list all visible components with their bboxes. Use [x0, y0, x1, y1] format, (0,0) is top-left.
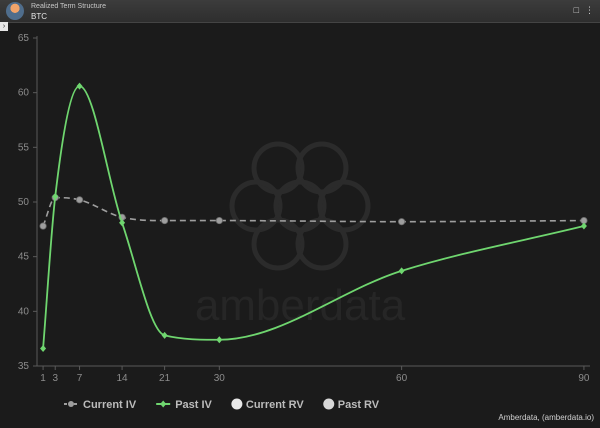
x-tick-label: 90 — [578, 373, 590, 384]
y-tick-label: 50 — [18, 197, 30, 208]
y-tick-label: 35 — [18, 361, 30, 372]
x-tick-label: 30 — [214, 373, 226, 384]
past-iv-point — [119, 219, 126, 227]
y-tick-label: 45 — [18, 252, 30, 263]
past-rv-legend-symbol — [323, 398, 335, 410]
x-tick-label: 7 — [77, 373, 83, 384]
past-iv-legend-label: Past IV — [175, 399, 212, 411]
past-iv-point — [161, 331, 168, 339]
current-iv-point — [75, 196, 84, 204]
chart-title: BTC — [31, 12, 47, 21]
bookmark-icon[interactable]: □ — [573, 5, 579, 15]
past-iv-point — [216, 336, 223, 344]
credit-text: Amberdata, (amberdata.io) — [498, 413, 594, 422]
menu-icon[interactable]: ⋮ — [585, 5, 594, 15]
current-iv-point — [161, 216, 169, 225]
past-rv-legend-label: Past RV — [338, 399, 380, 411]
chart-subtitle: Realized Term Structure — [31, 3, 106, 10]
y-tick-label: 60 — [18, 88, 30, 99]
watermark-text: amberdata — [195, 281, 406, 330]
chevron-right-icon[interactable]: › — [0, 22, 8, 31]
current-iv-point — [215, 216, 223, 225]
current-rv-legend-symbol — [231, 398, 243, 410]
past-iv-point — [40, 345, 47, 353]
current-iv-point — [398, 218, 406, 226]
x-tick-label: 21 — [159, 373, 171, 384]
x-tick-label: 14 — [117, 373, 129, 384]
current-iv-legend-symbol — [68, 401, 74, 407]
past-iv-legend-symbol — [160, 400, 167, 408]
y-tick-label: 65 — [18, 33, 30, 44]
amberdata-logo-icon — [6, 2, 24, 20]
current-iv-legend-label: Current IV — [83, 399, 137, 411]
past-iv-point — [52, 193, 59, 201]
past-iv-point — [398, 267, 405, 275]
chart-header: Realized Term Structure BTC □ ⋮ — [0, 0, 600, 23]
y-tick-label: 40 — [18, 306, 30, 317]
header-icons: □ ⋮ — [574, 5, 594, 15]
x-tick-label: 1 — [40, 373, 46, 384]
watermark-ring — [295, 217, 349, 271]
past-iv-point — [76, 82, 83, 90]
current-rv-legend-label: Current RV — [246, 399, 305, 411]
x-tick-label: 3 — [52, 373, 58, 384]
watermark-ring — [251, 217, 305, 271]
header-text: Realized Term Structure BTC — [31, 2, 106, 21]
past-iv-point — [580, 222, 587, 230]
current-iv-point — [39, 222, 47, 230]
y-tick-label: 55 — [18, 142, 30, 153]
x-tick-label: 60 — [396, 373, 408, 384]
